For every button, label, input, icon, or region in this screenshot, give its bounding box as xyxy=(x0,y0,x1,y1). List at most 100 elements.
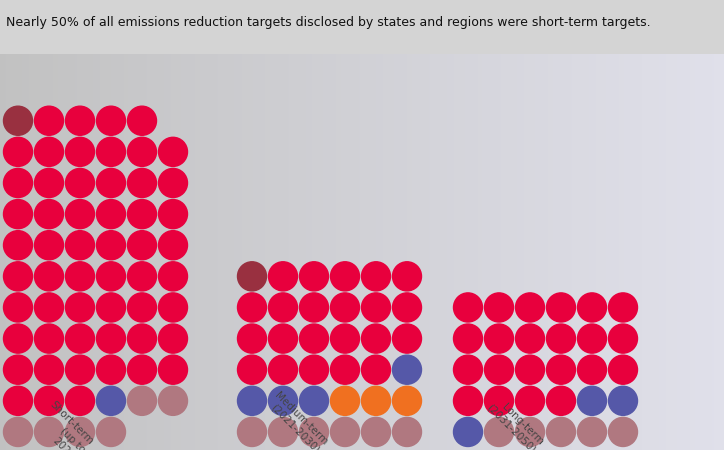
Circle shape xyxy=(35,386,64,415)
Circle shape xyxy=(65,386,95,415)
Circle shape xyxy=(96,168,125,198)
Circle shape xyxy=(127,106,156,135)
Circle shape xyxy=(269,324,298,353)
Circle shape xyxy=(127,324,156,353)
Circle shape xyxy=(65,324,95,353)
Circle shape xyxy=(515,418,544,446)
Circle shape xyxy=(96,106,125,135)
Circle shape xyxy=(35,324,64,353)
Circle shape xyxy=(65,262,95,291)
Circle shape xyxy=(300,418,329,446)
Circle shape xyxy=(65,168,95,198)
Circle shape xyxy=(330,293,360,322)
Circle shape xyxy=(484,355,513,384)
Circle shape xyxy=(608,418,638,446)
Text: Medium-term
(2021-2030): Medium-term (2021-2030) xyxy=(264,390,329,450)
Circle shape xyxy=(453,418,482,446)
Circle shape xyxy=(127,168,156,198)
Circle shape xyxy=(515,324,544,353)
Circle shape xyxy=(96,386,125,415)
Circle shape xyxy=(159,324,188,353)
Circle shape xyxy=(96,355,125,384)
Circle shape xyxy=(484,386,513,415)
Circle shape xyxy=(300,386,329,415)
Circle shape xyxy=(4,418,33,446)
Circle shape xyxy=(392,386,421,415)
Text: Nearly 50% of all emissions reduction targets disclosed by states and regions we: Nearly 50% of all emissions reduction ta… xyxy=(6,16,650,29)
Circle shape xyxy=(159,231,188,260)
Circle shape xyxy=(578,418,607,446)
Circle shape xyxy=(300,262,329,291)
Circle shape xyxy=(578,386,607,415)
Circle shape xyxy=(578,293,607,322)
Circle shape xyxy=(484,418,513,446)
Circle shape xyxy=(65,199,95,229)
Circle shape xyxy=(269,386,298,415)
Circle shape xyxy=(237,293,266,322)
Circle shape xyxy=(330,386,360,415)
Circle shape xyxy=(4,355,33,384)
Circle shape xyxy=(159,293,188,322)
Circle shape xyxy=(65,293,95,322)
Circle shape xyxy=(484,293,513,322)
Circle shape xyxy=(578,324,607,353)
Circle shape xyxy=(96,324,125,353)
Circle shape xyxy=(127,355,156,384)
Circle shape xyxy=(608,355,638,384)
Circle shape xyxy=(35,293,64,322)
Circle shape xyxy=(4,293,33,322)
Circle shape xyxy=(159,386,188,415)
Circle shape xyxy=(453,355,482,384)
Circle shape xyxy=(127,231,156,260)
Circle shape xyxy=(4,231,33,260)
Circle shape xyxy=(35,137,64,166)
Circle shape xyxy=(515,355,544,384)
Circle shape xyxy=(392,324,421,353)
Circle shape xyxy=(608,386,638,415)
Circle shape xyxy=(515,386,544,415)
Circle shape xyxy=(35,199,64,229)
Circle shape xyxy=(65,137,95,166)
Circle shape xyxy=(96,199,125,229)
Circle shape xyxy=(35,106,64,135)
Circle shape xyxy=(361,386,390,415)
Circle shape xyxy=(96,293,125,322)
Circle shape xyxy=(453,293,482,322)
Circle shape xyxy=(127,199,156,229)
Circle shape xyxy=(300,324,329,353)
Circle shape xyxy=(4,168,33,198)
Circle shape xyxy=(269,293,298,322)
Circle shape xyxy=(65,418,95,446)
Circle shape xyxy=(159,262,188,291)
Circle shape xyxy=(547,386,576,415)
Circle shape xyxy=(237,324,266,353)
Circle shape xyxy=(453,324,482,353)
Circle shape xyxy=(35,262,64,291)
Circle shape xyxy=(269,418,298,446)
Circle shape xyxy=(300,355,329,384)
Circle shape xyxy=(35,231,64,260)
Circle shape xyxy=(159,168,188,198)
Circle shape xyxy=(159,137,188,166)
Circle shape xyxy=(35,355,64,384)
Circle shape xyxy=(65,231,95,260)
Circle shape xyxy=(127,137,156,166)
Circle shape xyxy=(330,324,360,353)
Circle shape xyxy=(96,137,125,166)
Circle shape xyxy=(96,418,125,446)
Circle shape xyxy=(547,293,576,322)
Circle shape xyxy=(96,262,125,291)
Circle shape xyxy=(547,355,576,384)
Circle shape xyxy=(127,262,156,291)
Circle shape xyxy=(515,293,544,322)
Circle shape xyxy=(361,262,390,291)
Circle shape xyxy=(269,262,298,291)
Circle shape xyxy=(578,355,607,384)
Circle shape xyxy=(159,355,188,384)
Circle shape xyxy=(484,324,513,353)
Circle shape xyxy=(547,418,576,446)
Circle shape xyxy=(392,355,421,384)
Circle shape xyxy=(361,324,390,353)
Circle shape xyxy=(127,293,156,322)
Circle shape xyxy=(361,418,390,446)
